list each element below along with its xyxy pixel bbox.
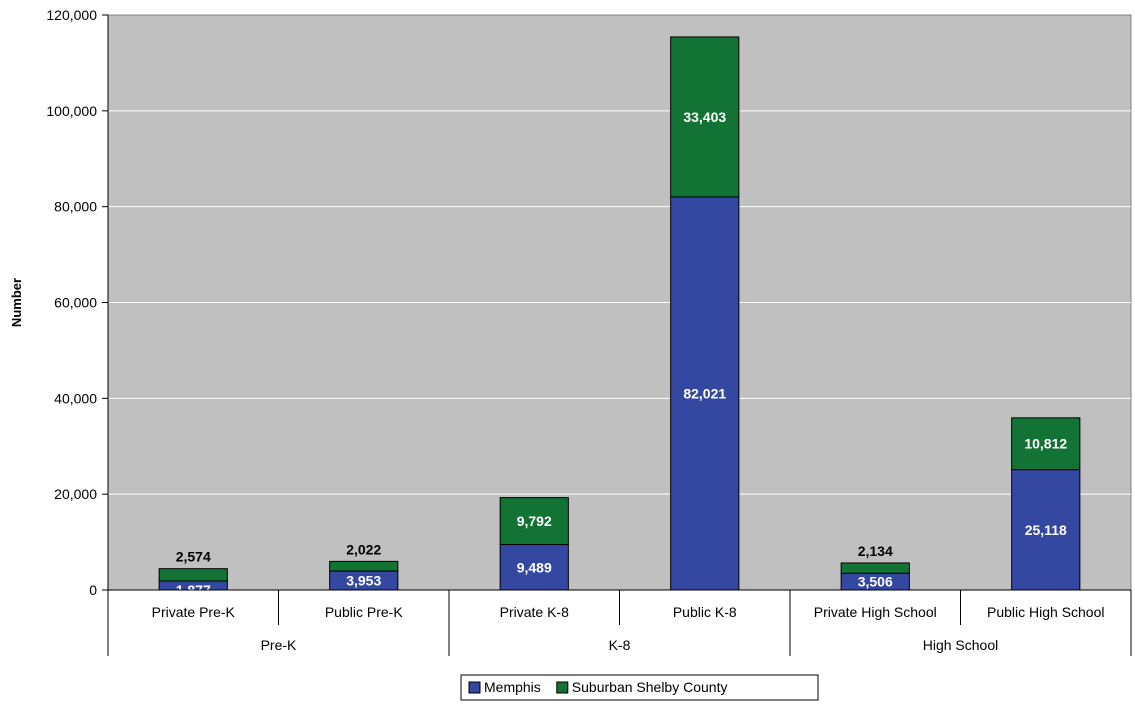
data-label: 9,489 [517,559,552,575]
bar-segment [1011,469,1081,591]
legend-swatch [556,681,569,694]
y-tick-label: 80,000 [54,199,97,215]
x-group-label: K-8 [609,637,631,653]
legend-swatch [468,681,481,694]
y-tick-label: 60,000 [54,295,97,311]
legend-box [460,674,819,701]
x-group-label: High School [923,637,999,653]
bar-segment [329,560,399,572]
data-label: 2,134 [858,543,893,559]
data-label: 9,792 [517,513,552,529]
bar-segment [670,36,740,198]
y-axis-ticks: 0 20,000 40,000 60,000 80,000 100,000 120,000 [46,7,109,598]
x-category-label: Public K-8 [673,604,737,620]
data-label: 2,022 [346,541,381,557]
bar-segment [670,196,740,591]
bar-segment [840,562,910,574]
data-label: 3,506 [858,574,893,590]
bars: 1,8772,5743,9532,0229,4899,79282,02133,4… [158,36,1081,598]
x-category-label: Public High School [987,604,1105,620]
legend-entry: Memphis [484,679,541,695]
x-category-label: Private K-8 [500,604,569,620]
bar-segment [158,568,228,582]
x-category-label: Private High School [814,604,937,620]
legend-entry: Suburban Shelby County [572,679,728,695]
legend: Memphis Suburban Shelby County [460,674,819,701]
bar-segment [1011,417,1081,471]
bar-segment [499,497,569,546]
data-label: 3,953 [346,573,381,589]
bar-segment [499,544,569,591]
y-tick-label: 20,000 [54,486,97,502]
y-tick-label: 0 [89,582,97,598]
x-group-label: Pre-K [261,637,297,653]
data-label: 2,574 [176,549,211,565]
y-tick-label: 120,000 [46,7,97,23]
x-axis: Private Pre-K Public Pre-K Private K-8 Publ… [107,589,1132,656]
data-label: 82,021 [683,385,726,401]
x-category-label: Public Pre-K [325,604,403,620]
data-label: 10,812 [1024,436,1067,452]
gridlines [108,110,1131,495]
x-category-label: Private Pre-K [152,604,236,620]
y-tick-label: 100,000 [46,103,97,119]
y-tick-label: 40,000 [54,390,97,406]
y-axis-label: Number [9,278,24,327]
data-label: 33,403 [683,109,726,125]
data-label: 25,118 [1025,522,1067,538]
